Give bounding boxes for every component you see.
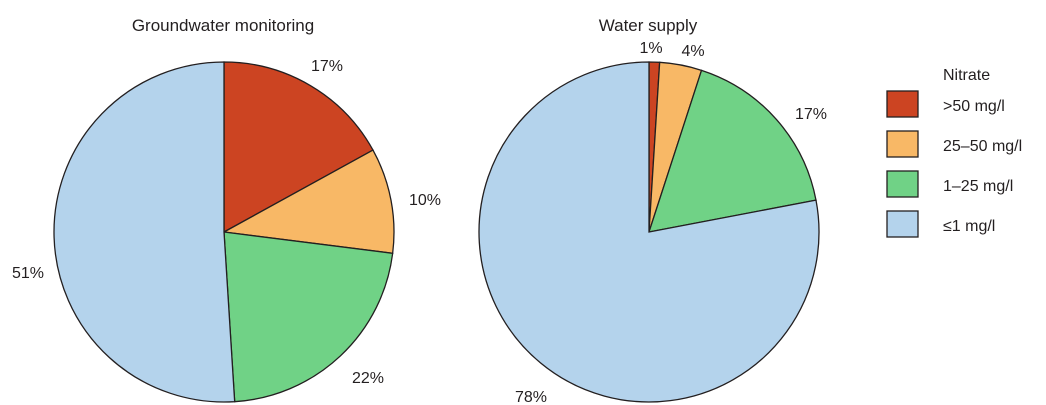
slice-label-gt50: 1%: [639, 40, 662, 57]
legend-item-25to50: 25–50 mg/l: [886, 130, 1022, 158]
legend-label-le1: ≤1 mg/l: [943, 218, 995, 235]
pie-chart-water-supply: Water supply 1% 4% 17% 78%: [478, 16, 827, 405]
pie-slice-le1: [478, 61, 820, 403]
slice-label-gt50: 17%: [311, 58, 343, 75]
slice-label-25to50: 10%: [409, 192, 441, 209]
slice-label-le1: 51%: [12, 265, 44, 282]
legend-item-gt50: >50 mg/l: [886, 90, 1005, 118]
pie-chart-groundwater-monitoring: Groundwater monitoring 17% 10% 22% 51%: [12, 16, 441, 403]
legend-item-1to25: 1–25 mg/l: [886, 170, 1013, 198]
legend-swatch-gt50: [886, 90, 919, 118]
pie-slice-1to25: [648, 69, 817, 233]
slice-label-1to25: 17%: [795, 106, 827, 123]
slice-label-le1: 78%: [515, 389, 547, 405]
slice-label-25to50: 4%: [681, 43, 704, 60]
legend: Nitrate >50 mg/l 25–50 mg/l 1–25 mg/l ≤1…: [886, 67, 1022, 238]
legend-title: Nitrate: [943, 67, 990, 84]
pie-slice-1to25: [223, 231, 394, 403]
pie-slice-le1: [53, 61, 236, 403]
legend-swatch-25to50: [886, 130, 919, 158]
legend-label-25to50: 25–50 mg/l: [943, 138, 1022, 155]
pie-slices: [478, 61, 820, 403]
chart-title-water-supply: Water supply: [599, 16, 698, 35]
legend-swatch-1to25: [886, 170, 919, 198]
pie-slice-25to50: [221, 149, 395, 255]
legend-label-1to25: 1–25 mg/l: [943, 178, 1013, 195]
legend-item-le1: ≤1 mg/l: [886, 210, 995, 238]
chart-title-groundwater-monitoring: Groundwater monitoring: [132, 16, 314, 35]
pie-slice-gt50: [223, 61, 374, 234]
pie-labels: 17% 10% 22% 51%: [12, 58, 441, 387]
legend-label-gt50: >50 mg/l: [943, 98, 1005, 115]
slice-label-1to25: 22%: [352, 370, 384, 387]
pie-slices: [53, 61, 395, 403]
pie-labels: 1% 4% 17% 78%: [515, 40, 827, 405]
legend-swatch-le1: [886, 210, 919, 238]
